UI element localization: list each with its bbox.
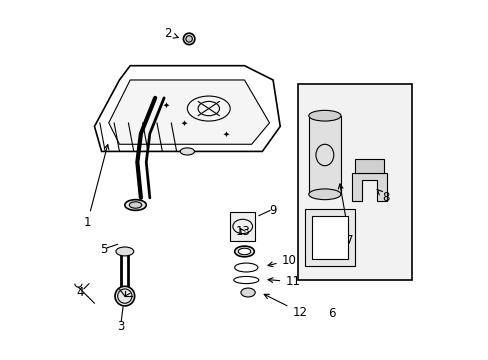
Ellipse shape: [234, 246, 254, 257]
Text: 5: 5: [100, 243, 107, 256]
Bar: [354, 158, 383, 173]
Text: 9: 9: [269, 204, 276, 217]
Text: ✦: ✦: [162, 100, 169, 109]
Bar: [230, 212, 255, 241]
Text: 13: 13: [235, 225, 250, 238]
Ellipse shape: [129, 202, 142, 208]
Ellipse shape: [115, 286, 134, 306]
Text: 11: 11: [267, 275, 300, 288]
Ellipse shape: [241, 288, 255, 297]
Text: 4: 4: [76, 286, 84, 299]
Ellipse shape: [308, 111, 340, 121]
Ellipse shape: [185, 36, 192, 42]
Bar: [312, 216, 347, 258]
Text: 7: 7: [338, 184, 353, 247]
Polygon shape: [351, 173, 386, 202]
Text: 10: 10: [267, 254, 296, 267]
Bar: [308, 116, 340, 194]
Polygon shape: [94, 66, 280, 152]
Bar: [298, 84, 411, 280]
Ellipse shape: [308, 189, 340, 200]
Ellipse shape: [124, 200, 146, 210]
Ellipse shape: [116, 247, 134, 256]
Text: 8: 8: [376, 189, 388, 204]
Polygon shape: [108, 80, 269, 144]
Ellipse shape: [183, 33, 194, 45]
Text: 3: 3: [117, 320, 125, 333]
Text: 2: 2: [163, 27, 178, 40]
Text: 1: 1: [83, 145, 109, 229]
Text: ✦: ✦: [223, 129, 230, 138]
Ellipse shape: [180, 148, 194, 155]
Bar: [305, 208, 354, 266]
Ellipse shape: [238, 248, 250, 255]
Text: ✦: ✦: [180, 118, 187, 127]
Text: 12: 12: [264, 294, 307, 319]
Text: 6: 6: [327, 307, 335, 320]
